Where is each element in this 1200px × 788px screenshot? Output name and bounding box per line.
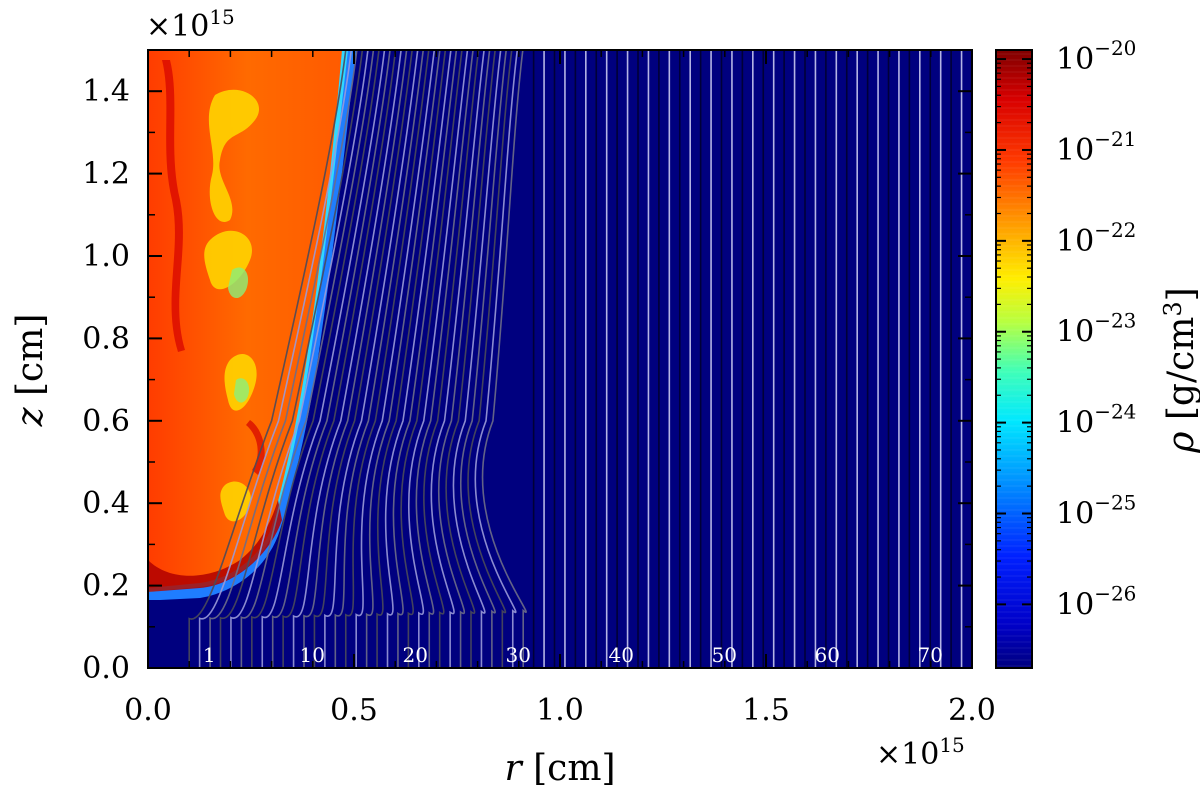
streamline (261, 50, 386, 668)
colorbar-ticks: 10−20 10−21 10−22 10−23 10−24 10−25 10−26 (996, 36, 1136, 622)
colorbar-tick-label: 10−26 (1056, 581, 1136, 622)
y-tick-label: 1.2 (82, 157, 130, 192)
y-tick-label: 0.2 (82, 569, 130, 604)
heatmap-area: 1 10 20 30 40 50 60 70 (148, 50, 972, 668)
colorbar (996, 50, 1032, 668)
streamline (365, 50, 441, 668)
streamline (460, 50, 508, 668)
streamline (445, 50, 496, 668)
filaments-green (228, 267, 250, 403)
y-axis-label: z [cm] (10, 314, 51, 428)
streamline (400, 50, 463, 668)
y-tick-label: 1.0 (82, 239, 130, 274)
line-number-label: 60 (814, 643, 839, 667)
x-axis-label: r [cm] (504, 748, 615, 788)
streamline (344, 50, 430, 668)
y-multiplier: ×1015 (146, 5, 235, 44)
colorbar-stripes (996, 53, 1032, 667)
line-labels: 1 10 20 30 40 50 60 70 (203, 643, 943, 667)
colorbar-tick-label: 10−20 (1056, 36, 1136, 77)
streamline (355, 50, 436, 668)
streamline (437, 50, 491, 668)
filaments-red (162, 60, 265, 475)
dense-rim (148, 500, 282, 592)
x-multiplier: ×1015 (876, 733, 965, 772)
streamline (481, 50, 527, 668)
colorbar-label: ρ [g/cm3] (1159, 287, 1200, 453)
streamline (271, 50, 391, 668)
streamline (219, 50, 364, 668)
x-axis-ticks: 0.0 0.5 1.0 1.5 2.0 (124, 50, 996, 728)
colorbar-tick-label: 10−23 (1056, 309, 1136, 350)
streamline (384, 50, 452, 668)
streamline (303, 50, 408, 668)
streamline (209, 50, 358, 668)
streamline (282, 50, 397, 668)
streamline (452, 50, 502, 668)
y-tick-label: 0.8 (82, 321, 130, 356)
streamline (408, 50, 469, 668)
colorbar-tick-label: 10−22 (1056, 218, 1136, 259)
x-tick-label: 1.0 (536, 693, 584, 728)
y-axis-ticks: 0.0 0.2 0.4 0.6 0.8 1.0 1.2 1.4 (82, 49, 972, 686)
streamline (415, 50, 474, 668)
streamline (376, 50, 447, 668)
line-number-label: 20 (402, 643, 427, 667)
inner-cavity (148, 628, 180, 668)
y-tick-label: 0.4 (82, 486, 130, 521)
streamline (392, 50, 458, 668)
streamline (334, 50, 425, 668)
streamline (188, 50, 347, 668)
streamlines (188, 50, 972, 668)
y-tick-label: 1.4 (82, 74, 130, 109)
x-tick-label: 0.5 (330, 693, 378, 728)
x-tick-label: 2.0 (948, 693, 996, 728)
streamline (240, 50, 375, 668)
streamline (324, 50, 419, 668)
streamline (423, 50, 480, 668)
x-tick-label: 0.0 (124, 693, 172, 728)
streamline (430, 50, 485, 668)
colorbar-tick-label: 10−25 (1056, 491, 1136, 532)
streamline (292, 50, 402, 668)
x-tick-label: 1.5 (742, 693, 790, 728)
line-number-label: 40 (608, 643, 633, 667)
streamline (251, 50, 380, 668)
dense-region (148, 50, 346, 590)
streamline (467, 50, 513, 668)
colorbar-tick-label: 10−24 (1056, 400, 1136, 441)
streamline (313, 50, 413, 668)
y-tick-label: 0.6 (82, 404, 130, 439)
y-tick-label: 0.0 (82, 651, 130, 686)
streamline (230, 50, 369, 668)
line-number-label: 1 (203, 643, 216, 667)
streamline (198, 50, 353, 668)
streamline (474, 50, 519, 668)
colorbar-tick-label: 10−21 (1056, 127, 1136, 168)
